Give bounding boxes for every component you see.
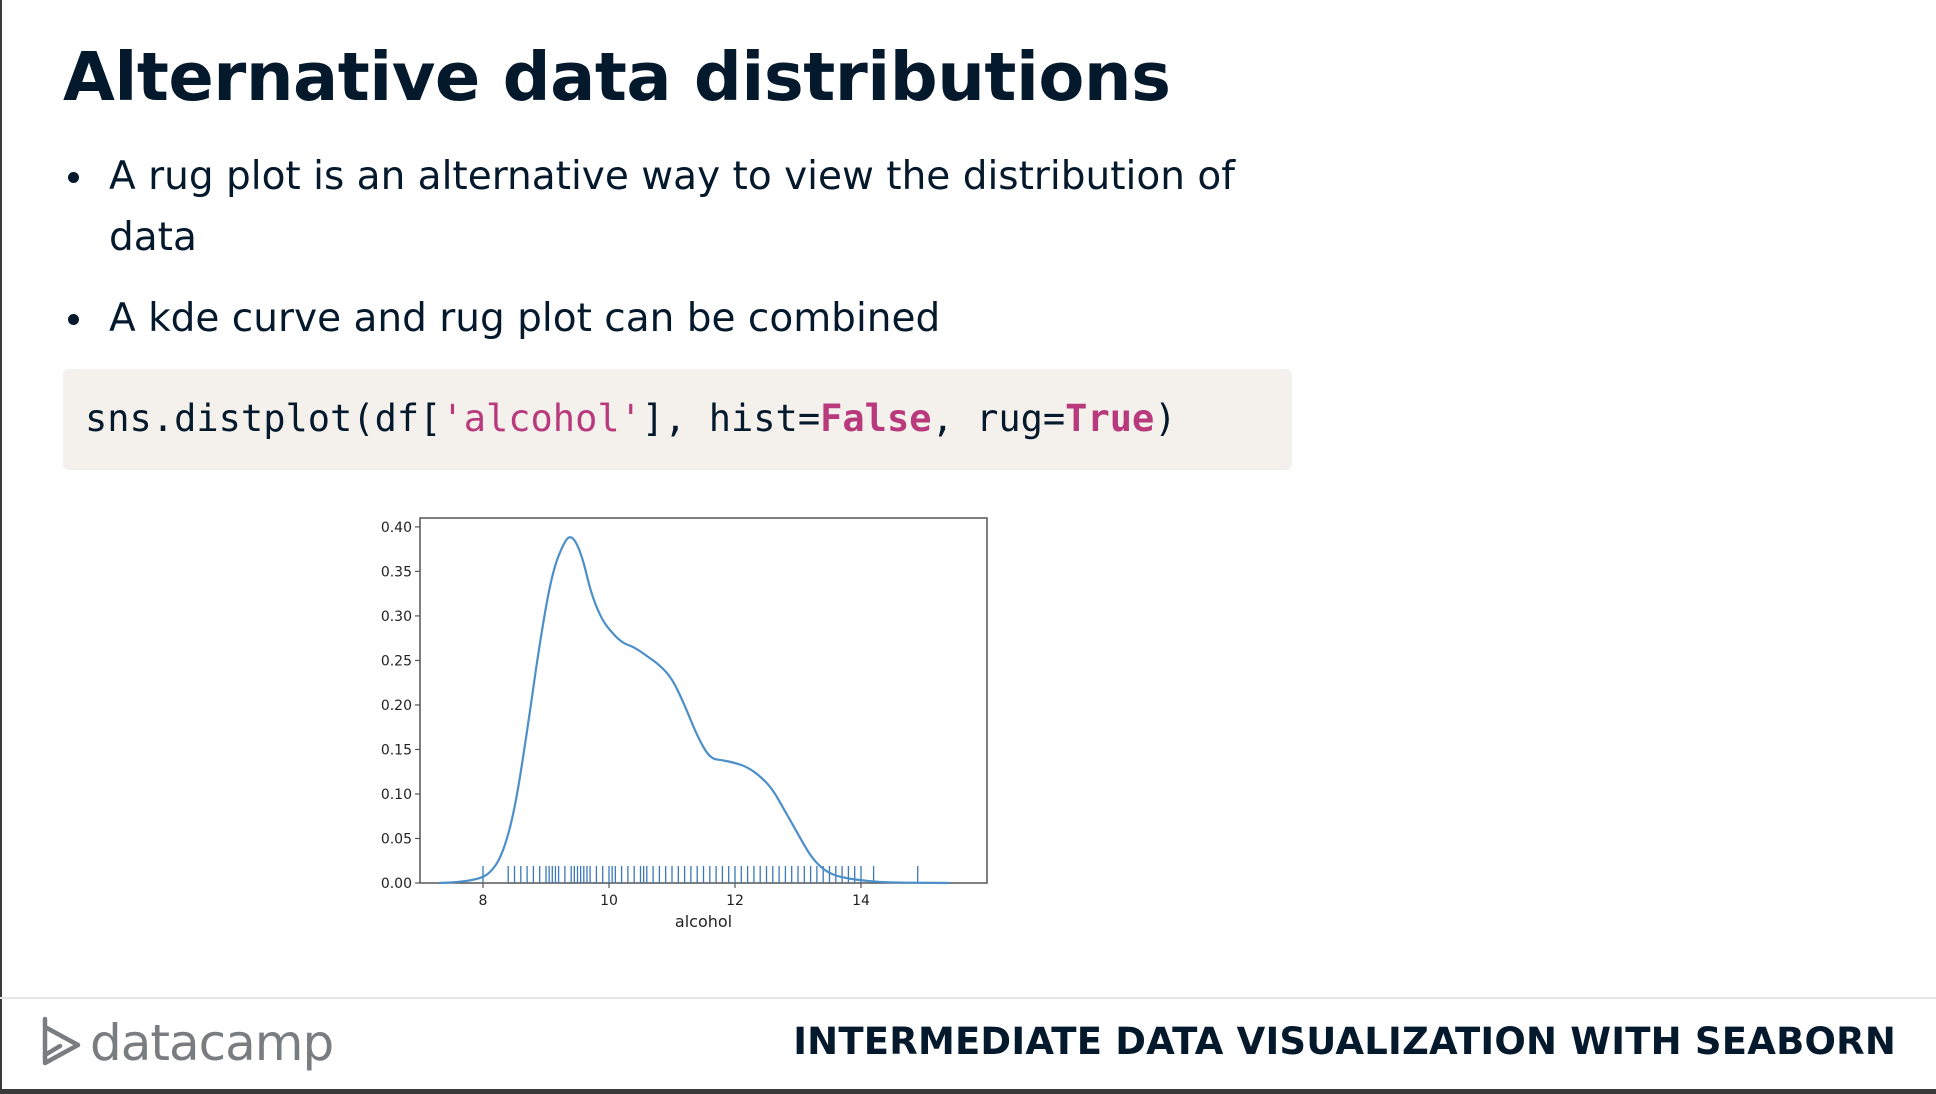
y-tick-label: 0.30 <box>381 609 412 625</box>
x-tick-label: 12 <box>726 893 744 909</box>
x-tick-label: 8 <box>479 893 488 909</box>
code-string: 'alcohol' <box>441 397 642 440</box>
y-tick-label: 0.20 <box>381 698 412 714</box>
kde-rug-chart: 0.00 0.05 0.10 0.15 0.20 0.25 0.30 0.35 0.40 8 10 1… <box>381 517 988 931</box>
y-tick-label: 0.00 <box>381 876 412 892</box>
code-prefix: sns.distplot(df[ <box>85 397 442 440</box>
y-tick-label: 0.15 <box>381 742 412 758</box>
code-suffix: ) <box>1154 397 1177 440</box>
bullet-text: A rug plot is an alternative way to view… <box>109 154 1235 260</box>
x-tick-label: 14 <box>852 893 870 909</box>
footer-divider <box>0 997 1936 999</box>
y-tick-label: 0.40 <box>381 520 412 536</box>
code-middle-2: , rug= <box>931 397 1066 440</box>
datacamp-logo: datacamp <box>40 1013 334 1073</box>
code-middle: ], hist= <box>641 397 821 440</box>
bullet-text: A kde curve and rug plot can be combined <box>109 296 941 341</box>
course-title: INTERMEDIATE DATA VISUALIZATION WITH SEA… <box>793 1020 1896 1063</box>
x-tick-label: 10 <box>600 893 618 909</box>
frame-bottom-border <box>0 1089 1936 1094</box>
code-keyword-true: True <box>1065 397 1155 440</box>
bullet-dot-icon <box>68 172 79 183</box>
bullet-dot-icon <box>68 314 79 325</box>
y-tick-label: 0.25 <box>381 653 412 669</box>
x-axis-label: alcohol <box>675 912 732 931</box>
code-line: sns.distplot(df['alcohol'], hist=False, … <box>85 397 1177 440</box>
y-tick-label: 0.35 <box>381 564 412 580</box>
y-tick-label: 0.05 <box>381 831 412 847</box>
bullet-item: A rug plot is an alternative way to view… <box>63 146 1323 268</box>
frame-left-border <box>0 0 2 1094</box>
logo-text: datacamp <box>90 1014 334 1072</box>
plot-area <box>419 517 988 884</box>
kde-curve <box>438 536 950 885</box>
bullet-item: A kde curve and rug plot can be combined <box>63 288 1323 349</box>
slide-title: Alternative data distributions <box>63 38 1171 116</box>
bullet-list: A rug plot is an alternative way to view… <box>63 146 1323 369</box>
datacamp-logo-icon <box>42 1016 81 1066</box>
y-tick-label: 0.10 <box>381 787 412 803</box>
code-keyword-false: False <box>820 397 932 440</box>
code-block: sns.distplot(df['alcohol'], hist=False, … <box>63 369 1292 470</box>
